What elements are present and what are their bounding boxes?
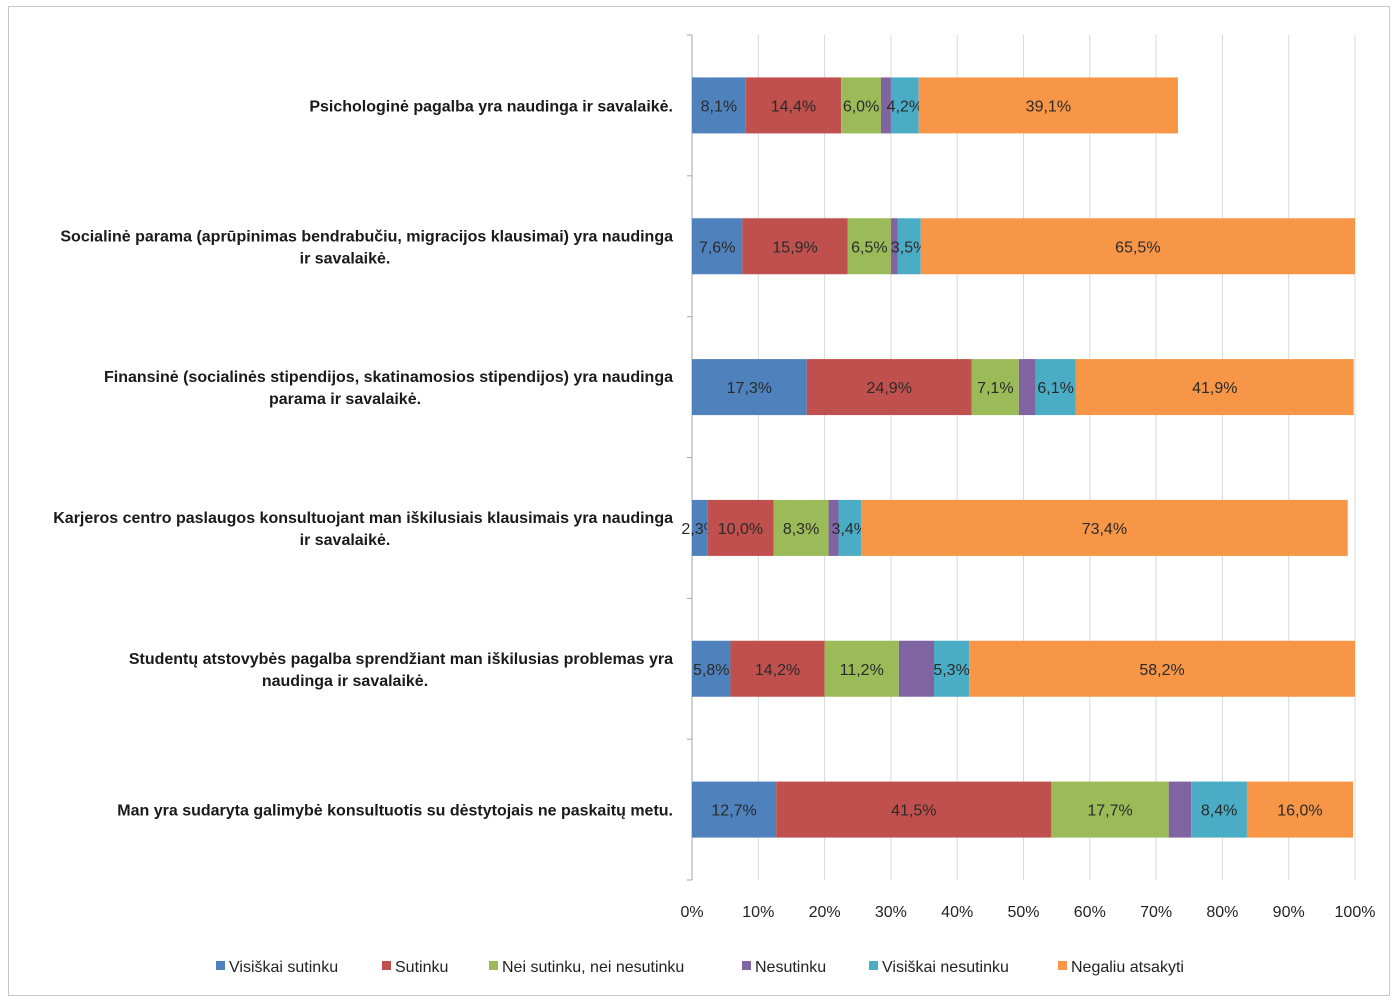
bar-segment [898,640,934,697]
data-label: 6,0% [843,98,879,115]
x-tick-label: 0% [680,904,703,921]
category-label: parama ir savalaikė. [269,391,421,408]
data-label: 12,7% [711,803,756,820]
data-label: 14,4% [771,98,816,115]
bar-segment [933,640,970,697]
data-label: 14,2% [755,662,800,679]
bar-segment [890,77,919,134]
bar-segment [1051,781,1169,838]
bar-segment [692,781,777,838]
data-label: 24,9% [867,380,912,397]
bar-segment [692,218,743,275]
data-label: 8,1% [701,98,737,115]
data-label: 8,4% [1201,803,1237,820]
x-tick-label: 60% [1074,904,1106,921]
category-label: naudinga ir savalaikė. [262,673,428,690]
bar-segment [806,359,972,416]
x-tick-label: 90% [1273,904,1305,921]
legend-swatch [742,961,751,970]
data-label: 17,7% [1087,803,1132,820]
bar-segment [880,77,891,134]
bar-segment [828,499,839,556]
legend-label: Nei sutinku, nei nesutinku [502,959,684,976]
data-label: 17,3% [727,380,772,397]
data-label: 65,5% [1115,239,1160,256]
bar-segment [1191,781,1247,838]
data-label: 5,3% [933,662,969,679]
bar-segment [1168,781,1192,838]
data-label: 16,0% [1277,803,1322,820]
data-label: 4,2% [887,98,923,115]
bar-segment [918,77,1178,134]
bar-segment [773,499,829,556]
category-label: Man yra sudaryta galimybė konsultuotis s… [117,803,673,820]
bar-segment [742,218,848,275]
legend-swatch [1058,961,1067,970]
data-label: 15,9% [772,239,817,256]
data-label: 6,1% [1037,380,1073,397]
bar-segment [841,77,881,134]
bar-segment [971,359,1019,416]
data-label: 41,9% [1192,380,1237,397]
bar-segment [847,218,891,275]
bar-segment [707,499,774,556]
bar-segment [824,640,899,697]
legend-label: Sutinku [395,959,448,976]
bar-segment [861,499,1348,556]
bar-segment [969,640,1355,697]
bar-segment [920,218,1355,275]
category-label: Karjeros centro paslaugos konsultuojant … [53,510,673,527]
data-label: 5,8% [693,662,729,679]
x-tick-label: 30% [875,904,907,921]
bar-segment [897,218,921,275]
bar-segment [776,781,1052,838]
data-label: 58,2% [1139,662,1184,679]
legend-swatch [869,961,878,970]
bar-segment [1035,359,1076,416]
category-label: Socialinė parama (aprūpinimas bendrabuči… [60,228,673,245]
legend-label: Negaliu atsakyti [1071,959,1184,976]
x-tick-label: 100% [1335,904,1376,921]
bar-segment [730,640,825,697]
data-label: 11,2% [840,662,884,679]
legend-label: Visiškai nesutinku [882,959,1009,976]
data-label: 7,6% [699,239,735,256]
data-label: 41,5% [891,803,936,820]
bar-segment [692,359,807,416]
legend-swatch [489,961,498,970]
data-label: 6,5% [851,239,887,256]
bar-segment [1018,359,1036,416]
x-tick-label: 80% [1206,904,1238,921]
bar-segment [692,77,746,134]
legend-swatch [382,961,391,970]
bar-segment [692,640,731,697]
legend-label: Nesutinku [755,959,826,976]
bar-segment [1246,781,1354,838]
bar-segment [838,499,862,556]
bar-segment [745,77,842,134]
category-label: Finansinė (socialinės stipendijos, skati… [104,369,673,386]
data-label: 3,4% [832,521,868,538]
x-tick-label: 20% [809,904,841,921]
x-tick-label: 50% [1007,904,1039,921]
data-label: 39,1% [1026,98,1071,115]
x-tick-label: 40% [941,904,973,921]
x-tick-label: 70% [1140,904,1172,921]
category-label: Studentų atstovybės pagalba sprendžiant … [129,651,673,668]
data-label: 8,3% [783,521,819,538]
data-label: 7,1% [977,380,1013,397]
category-label: Psichologinė pagalba yra naudinga ir sav… [309,98,673,115]
x-tick-label: 10% [742,904,774,921]
category-label: ir savalaikė. [300,250,391,267]
bar-segment [692,499,708,556]
data-label: 73,4% [1082,521,1127,538]
data-label: 3,5% [891,239,927,256]
bar-segment [1075,359,1354,416]
legend-swatch [216,961,225,970]
data-label: 10,0% [718,521,763,538]
category-label: ir savalaikė. [300,532,391,549]
bar-segment [890,218,898,275]
legend-label: Visiškai sutinku [229,959,338,976]
